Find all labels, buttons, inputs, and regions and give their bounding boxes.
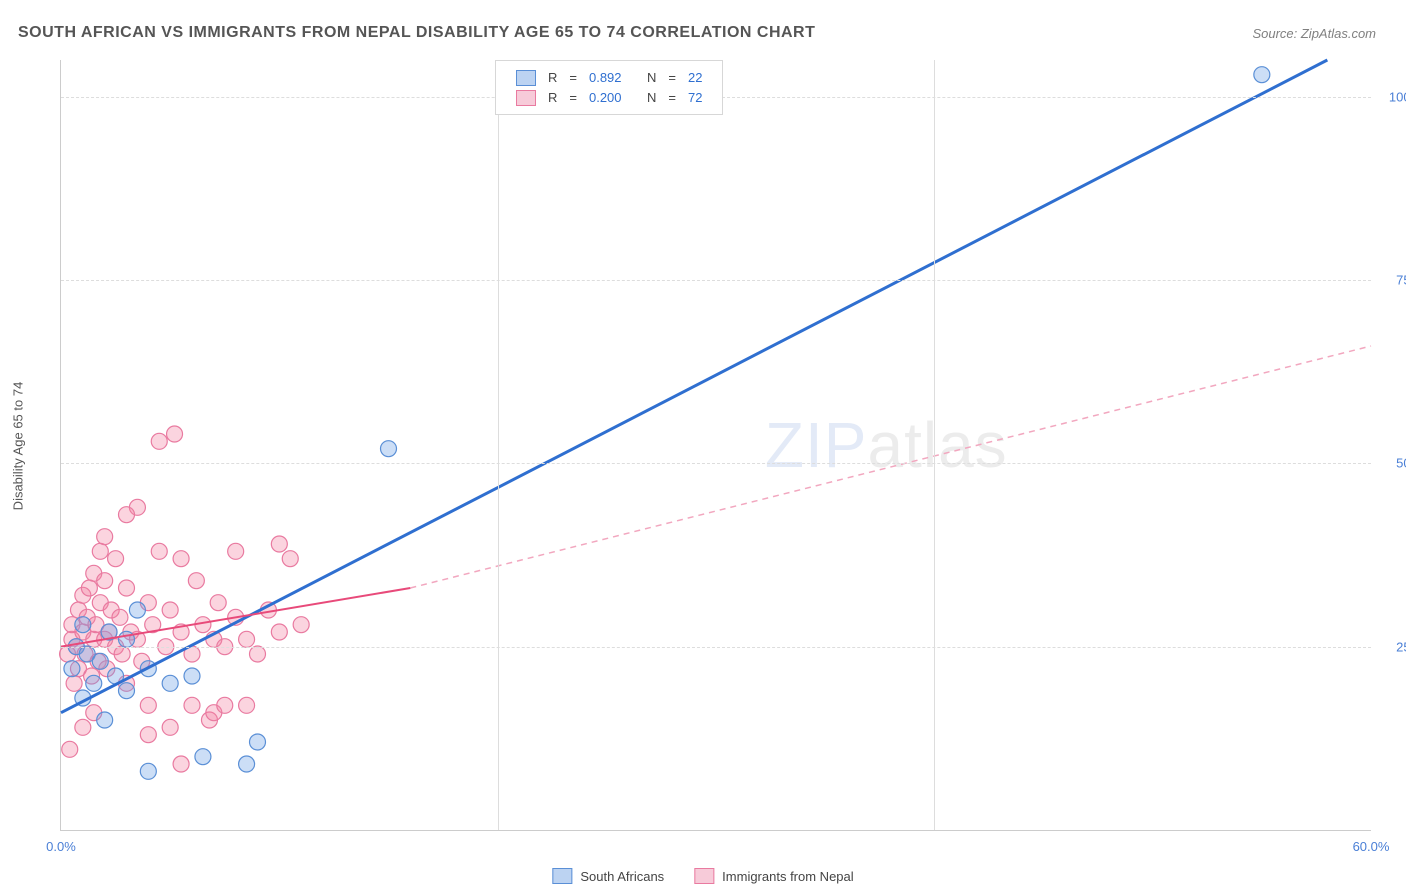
scatter-point [162,675,178,691]
scatter-point [239,756,255,772]
eq: = [563,88,583,109]
scatter-point [250,646,266,662]
scatter-point [62,741,78,757]
gridline-v [934,60,935,830]
x-tick-label: 60.0% [1353,839,1390,854]
gridline-h [61,463,1371,464]
swatch-blue [516,70,536,86]
r-label: R [542,88,563,109]
scatter-point [64,661,80,677]
n-value-blue: 22 [682,67,708,88]
series-legend: South Africans Immigrants from Nepal [552,868,853,884]
eq: = [563,67,583,88]
scatter-point [239,697,255,713]
scatter-point [173,551,189,567]
scatter-point [228,543,244,559]
n-label: N [641,67,662,88]
scatter-point [97,529,113,545]
n-label: N [641,88,662,109]
y-tick-label: 75.0% [1378,273,1406,288]
stats-legend: R = 0.892 N = 22 R = 0.200 N = 72 [495,60,723,115]
scatter-point [151,433,167,449]
scatter-point [129,602,145,618]
source-label: Source: ZipAtlas.com [1252,26,1376,41]
scatter-point [92,543,108,559]
gridline-h [61,280,1371,281]
chart-svg [61,60,1371,830]
scatter-point [293,617,309,633]
plot-area: ZIPatlas 25.0%50.0%75.0%100.0%0.0%60.0% [60,60,1371,831]
scatter-point [271,536,287,552]
legend-label-pink: Immigrants from Nepal [722,869,853,884]
scatter-point [140,727,156,743]
scatter-point [188,573,204,589]
scatter-point [81,580,97,596]
chart-title: SOUTH AFRICAN VS IMMIGRANTS FROM NEPAL D… [18,24,815,42]
scatter-point [210,595,226,611]
scatter-point [75,719,91,735]
scatter-point [140,763,156,779]
scatter-point [381,441,397,457]
scatter-point [195,749,211,765]
scatter-point [162,602,178,618]
legend-item-pink: Immigrants from Nepal [694,868,853,884]
swatch-pink [694,868,714,884]
scatter-point [282,551,298,567]
scatter-point [239,631,255,647]
r-value-pink: 0.200 [583,88,641,109]
scatter-point [173,756,189,772]
scatter-point [151,543,167,559]
stats-table: R = 0.892 N = 22 R = 0.200 N = 72 [510,67,708,108]
scatter-point [140,697,156,713]
scatter-point [162,719,178,735]
swatch-blue [552,868,572,884]
scatter-point [184,668,200,684]
y-tick-label: 50.0% [1378,456,1406,471]
scatter-point [250,734,266,750]
y-tick-label: 25.0% [1378,639,1406,654]
r-label: R [542,67,563,88]
eq: = [662,67,682,88]
y-tick-label: 100.0% [1378,89,1406,104]
r-value-blue: 0.892 [583,67,641,88]
gridline-v [498,60,499,830]
scatter-point [108,551,124,567]
scatter-point [184,697,200,713]
stats-row-blue: R = 0.892 N = 22 [510,67,708,88]
scatter-point [92,653,108,669]
scatter-point [217,697,233,713]
eq: = [662,88,682,109]
scatter-point [167,426,183,442]
scatter-point [86,675,102,691]
legend-label-blue: South Africans [580,869,664,884]
scatter-point [114,646,130,662]
regression-line-pink-extrapolated [410,346,1371,588]
n-value-pink: 72 [682,88,708,109]
x-tick-label: 0.0% [46,839,76,854]
scatter-point [112,609,128,625]
stats-row-pink: R = 0.200 N = 72 [510,88,708,109]
scatter-point [75,617,91,633]
scatter-point [66,675,82,691]
gridline-h [61,647,1371,648]
scatter-point [1254,67,1270,83]
scatter-point [119,507,135,523]
scatter-point [119,683,135,699]
scatter-point [119,580,135,596]
legend-item-blue: South Africans [552,868,664,884]
scatter-point [97,712,113,728]
swatch-pink [516,90,536,106]
scatter-point [97,573,113,589]
scatter-point [271,624,287,640]
y-axis-label: Disability Age 65 to 74 [11,382,26,511]
